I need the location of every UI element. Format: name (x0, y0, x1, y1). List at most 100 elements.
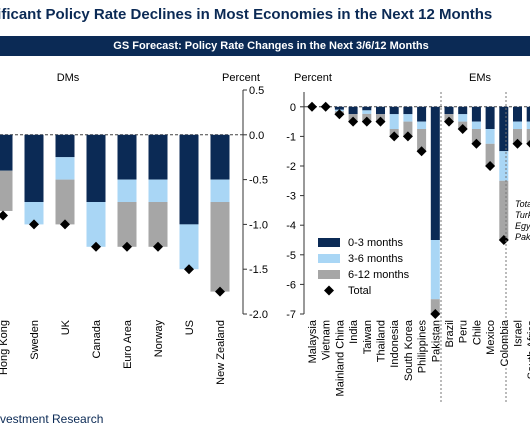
em-bar-thailand-0-3-months (376, 106, 385, 115)
footer-source: vestment Research (0, 412, 104, 426)
dm-bar-hong-kong-0-3-months (0, 134, 13, 176)
em-bar-philippines-3-6-months (417, 121, 427, 129)
dm-category-label-norway: Norway (153, 320, 165, 358)
em-total-marker-chile (471, 138, 482, 149)
em-total-marker-peru (457, 124, 468, 134)
dm-category-label-sweden: Sweden (29, 320, 41, 360)
em-bar-south-korea-3-6-months (403, 114, 413, 122)
em-bar-israel-0-3-months (513, 106, 522, 122)
annotation-text: TotaTurkEgypPaki (515, 199, 530, 242)
em-bar-colombia-0-3-months (499, 106, 509, 152)
em-total-marker-malaysia (307, 101, 317, 112)
dm-y-tick-label: 0.5 (249, 85, 264, 97)
dm-y-tick-label: -2.0 (249, 309, 268, 321)
em-total-marker-philippines (416, 146, 427, 157)
legend-label-total: Total (348, 285, 371, 297)
em-y-tick-label: -7 (286, 309, 296, 321)
em-bar-south-africa-3-6-months (526, 121, 530, 129)
banner-text: GS Forecast: Policy Rate Changes in the … (113, 40, 429, 52)
em-total-marker-south-korea (402, 131, 413, 142)
legend-label-6-12-months: 6-12 months (348, 269, 410, 281)
em-category-label-indonesia: Indonesia (389, 319, 401, 368)
dm-bar-norway-3-6-months (148, 179, 168, 202)
em-bar-pakistan-6-12-months (430, 299, 440, 314)
dm-y-tick-label: -1.5 (249, 264, 268, 276)
dm-y-tick-label: 0.0 (249, 130, 264, 142)
em-panel-title: EMs (469, 72, 492, 84)
dm-bar-uk-3-6-months (55, 157, 75, 180)
dm-total-marker-sweden (29, 219, 39, 230)
annotation-line: Egyp (515, 221, 530, 231)
dm-category-label-canada: Canada (91, 319, 103, 358)
em-category-label-mainland-china: Mainland China (334, 319, 346, 396)
em-bar-colombia-6-12-months (499, 180, 509, 240)
legend-swatch-0-3-months (318, 238, 340, 247)
em-category-label-philippines: Philippines (417, 320, 429, 374)
em-bar-chile-6-12-months (471, 129, 481, 144)
em-y-tick-label: -6 (286, 279, 296, 291)
dm-total-marker-canada (91, 241, 101, 252)
em-category-label-india: India (348, 319, 360, 344)
em-category-label-south-korea: South Korea (403, 319, 415, 381)
dm-category-label-new-zealand: New Zealand (215, 320, 227, 385)
em-total-marker-pakistan (430, 309, 441, 319)
dm-total-marker-new-zealand (215, 286, 225, 297)
em-total-marker-south-africa (526, 140, 530, 148)
em-bar-pakistan-3-6-months (430, 240, 440, 300)
em-bar-peru-0-3-months (458, 106, 468, 115)
dm-bar-norway-6-12-months (148, 202, 168, 247)
dm-bar-uk-0-3-months (55, 134, 75, 158)
em-bar-colombia-3-6-months (499, 151, 509, 181)
em-y-tick-label: -2 (286, 161, 296, 173)
em-bar-mainland-china-0-3-months (334, 106, 344, 110)
em-bar-philippines-6-12-months (417, 129, 427, 152)
dm-bar-us-0-3-months (179, 134, 199, 225)
dm-panel-title: DMs (57, 72, 80, 84)
em-bar-chile-0-3-months (471, 106, 481, 122)
em-category-label-taiwan: Taiwan (362, 320, 374, 354)
annotation-line: Paki (515, 232, 530, 242)
dm-bar-new-zealand-6-12-months (210, 202, 230, 292)
em-category-label-brazil: Brazil (444, 320, 456, 348)
legend: 0-3 months 3-6 months 6-12 months Total (318, 237, 410, 297)
em-category-label-vietnam: Vietnam (321, 320, 333, 360)
em-category-label-south-africa: South Africa (526, 319, 530, 379)
dm-y-axis-label: Percent (222, 72, 260, 84)
dm-total-marker-uk (60, 219, 70, 230)
dm-category-label-hong-kong: Hong Kong (0, 320, 10, 375)
legend-swatch-6-12-months (318, 270, 340, 279)
em-category-label-thailand: Thailand (376, 320, 388, 362)
em-y-axis-label: Percent (294, 72, 332, 84)
em-y-tick-label: -1 (286, 131, 296, 143)
annotation-line: Turk (515, 210, 530, 220)
em-category-label-mexico: Mexico (485, 320, 497, 355)
em-y-tick-label: 0 (290, 102, 296, 114)
em-bar-south-korea-0-3-months (403, 106, 413, 115)
em-total-marker-thailand (375, 116, 386, 127)
em-bar-indonesia-0-3-months (389, 106, 399, 115)
dm-bar-canada-0-3-months (86, 134, 106, 202)
em-category-label-chile: Chile (471, 320, 483, 345)
dm-total-marker-euro-area (122, 241, 132, 252)
em-bar-south-africa-6-12-months (526, 129, 530, 144)
legend-label-0-3-months: 0-3 months (348, 237, 404, 249)
dm-chart: 0.5 0.0 -0.5 -1.0 -1.5 -2.0 Hong Kong Sweden UK C… (0, 85, 268, 385)
dm-category-label-euro-area: Euro Area (122, 319, 134, 369)
dm-category-label-us: US (184, 320, 196, 335)
dm-y-tick-label: -1.0 (249, 219, 268, 231)
em-total-marker-mexico (485, 161, 496, 171)
em-total-marker-taiwan (361, 116, 372, 127)
dm-bar-euro-area-0-3-months (117, 134, 137, 180)
em-total-marker-brazil (444, 116, 454, 127)
em-y-tick-label: -5 (286, 250, 296, 262)
dm-total-marker-us (184, 264, 194, 275)
em-category-label-colombia: Colombia (499, 319, 511, 366)
dm-bar-hong-kong-6-12-months (0, 170, 13, 211)
dm-bar-new-zealand-3-6-months (210, 179, 230, 202)
em-bar-india-0-3-months (348, 106, 358, 115)
em-total-marker-vietnam (320, 101, 331, 112)
dm-bar-euro-area-3-6-months (117, 179, 137, 202)
dm-category-label-uk: UK (60, 319, 72, 335)
em-bar-mexico-6-12-months (485, 143, 495, 166)
